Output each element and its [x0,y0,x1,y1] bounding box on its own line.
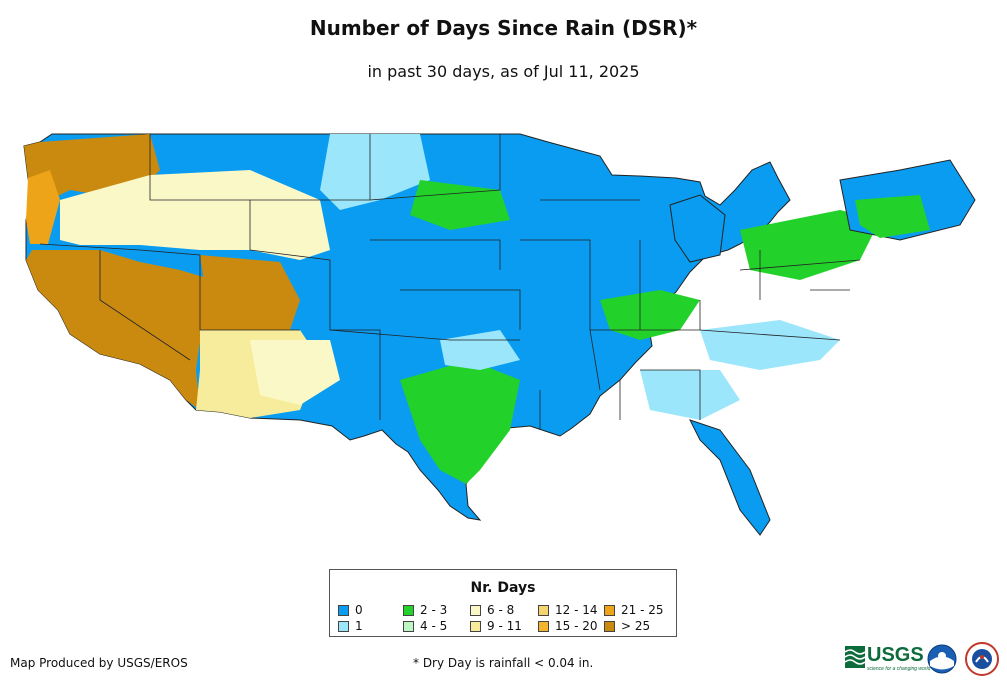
legend-swatch [403,604,414,616]
legend-swatch [470,604,481,616]
region-oregon-orange [26,170,60,244]
legend-swatch [470,620,481,632]
nws-logo-icon [965,642,999,676]
map-subtitle: in past 30 days, as of Jul 11, 2025 [367,62,640,81]
legend-label: 21 - 25 [621,603,664,617]
legend-label: 15 - 20 [555,619,598,633]
legend-item-2: 2 - 3 [403,603,447,617]
region-plains-green [410,180,510,230]
region-michigan [669,194,726,263]
usgs-wave-icon [845,646,865,668]
region-appalachian-light [700,320,840,370]
legend-label: 6 - 8 [487,603,515,617]
legend-item-8: 21 - 25 [604,603,664,617]
region-texas-green [400,360,520,484]
legend-item-3: 4 - 5 [403,619,447,633]
region-mountain-dry [200,255,300,330]
region-florida [689,419,771,536]
region-new-england-green [855,195,930,238]
region-southeast-light [640,370,740,420]
legend-item-7: 15 - 20 [538,619,598,633]
legend-label: 4 - 5 [420,619,448,633]
legend-label: 1 [355,619,363,633]
legend-label: 9 - 11 [487,619,522,633]
region-midwest-green [600,290,700,340]
region-west-very-dry [26,250,260,410]
legend-label: 0 [355,603,363,617]
legend: Nr. Days 0 1 2 - 3 4 - 5 6 - 8 9 - 11 12… [329,569,677,637]
map-title: Number of Days Since Rain (DSR)* [309,16,698,40]
legend-label: 12 - 14 [555,603,598,617]
usgs-logo-text: USGS [867,644,924,666]
legend-label: > 25 [621,619,651,633]
legend-swatch [538,620,549,632]
usgs-tagline: science for a changing world [867,666,931,672]
legend-swatch [403,620,414,632]
noaa-logo-icon [927,644,957,674]
legend-item-0: 0 [338,603,363,617]
region-northern-plains-light [320,134,430,210]
state-borders [39,134,861,430]
legend-swatch [538,604,549,616]
region-southwest-pale [250,340,340,405]
region-northwest-dry [24,134,160,240]
legend-swatch [604,604,615,616]
legend-item-1: 1 [338,619,363,633]
legend-item-6: 12 - 14 [538,603,598,617]
legend-swatch [338,620,349,632]
legend-item-4: 6 - 8 [470,603,514,617]
region-northeast-green [740,210,880,280]
legend-item-5: 9 - 11 [470,619,522,633]
region-interior-west-pale [60,170,330,260]
map-credit: Map Produced by USGS/EROS [10,656,188,670]
legend-item-9: > 25 [604,619,650,633]
agency-logos: USGS science for a changing world [843,640,1003,680]
legend-label: 2 - 3 [420,603,448,617]
legend-swatch [338,604,349,616]
legend-swatch [604,620,615,632]
legend-title: Nr. Days [470,580,536,596]
dry-day-note: * Dry Day is rainfall < 0.04 in. [413,656,594,670]
